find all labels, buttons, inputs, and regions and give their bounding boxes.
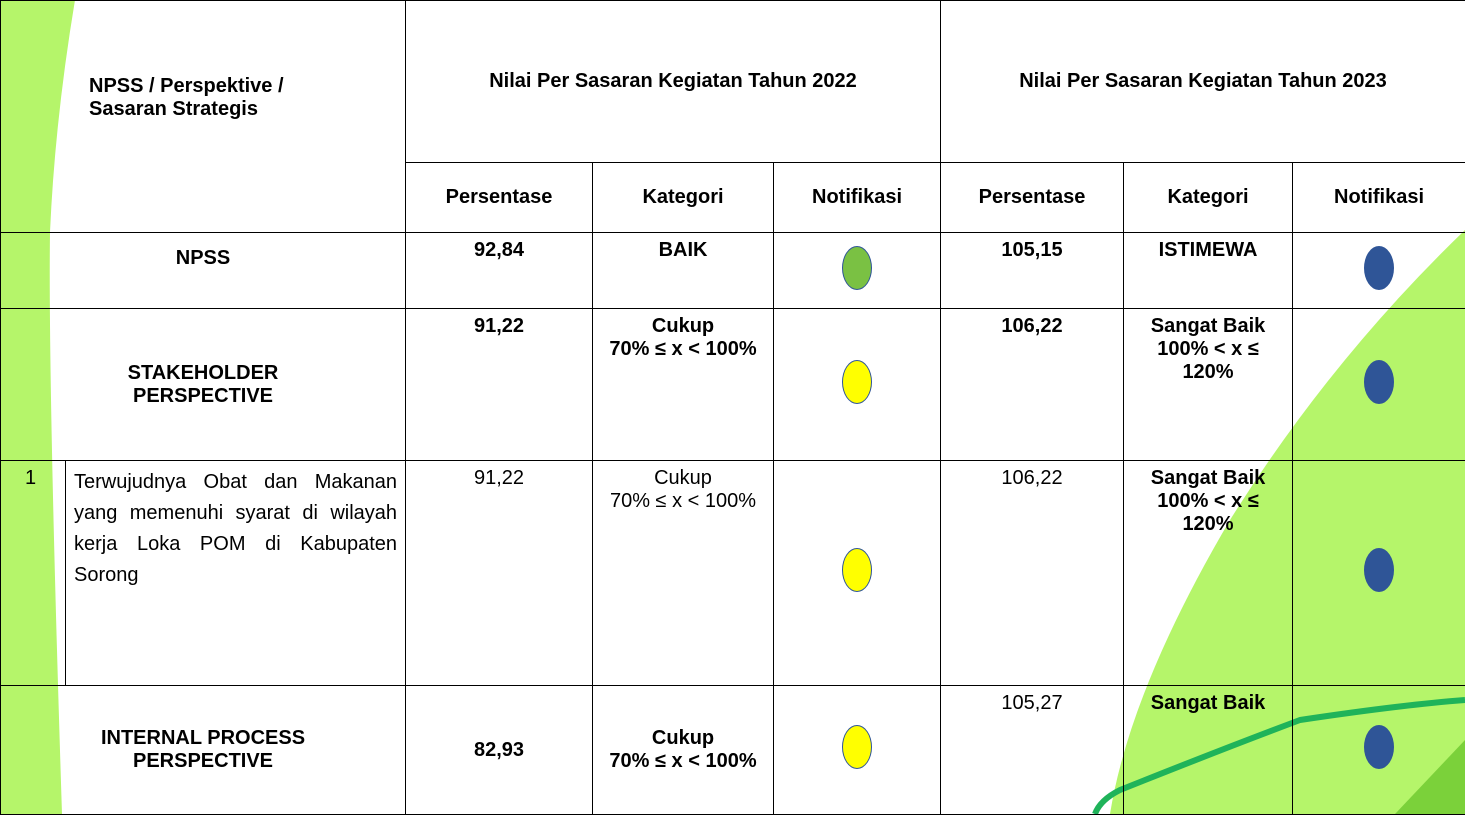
category-line: Sangat Baik <box>1132 315 1284 338</box>
subheader-cell: Persentase <box>941 163 1124 233</box>
category-line: Cukup <box>601 315 765 338</box>
percentage-cell: 91,22 <box>406 461 593 686</box>
notification-cell <box>1293 461 1465 686</box>
subheader-cell: Notifikasi <box>1293 163 1465 233</box>
notification-oval <box>842 725 872 769</box>
header-cell: Nilai Per Sasaran Kegiatan Tahun 2023 <box>941 1 1465 163</box>
row-label: NPSS <box>1 233 406 309</box>
notification-oval <box>842 246 872 290</box>
subheader-cell: Kategori <box>1124 163 1293 233</box>
notification-oval <box>1364 548 1394 592</box>
category-cell: ISTIMEWA <box>1124 233 1293 309</box>
percentage-cell: 92,84 <box>406 233 593 309</box>
category-line: ISTIMEWA <box>1132 239 1284 262</box>
subheader-cell: Kategori <box>593 163 774 233</box>
notification-oval <box>1364 725 1394 769</box>
category-line: BAIK <box>601 239 765 262</box>
percentage-cell: 106,22 <box>941 309 1124 461</box>
category-line: 100% < x ≤ 120% <box>1132 490 1284 536</box>
page: NPSS / Perspektive / Sasaran Strategis N… <box>0 0 1465 814</box>
category-line: 70% ≤ x < 100% <box>601 750 765 773</box>
percentage-cell: 82,93 <box>406 686 593 815</box>
row-label: Terwujudnya Obat dan Makanan yang memenu… <box>66 461 406 686</box>
notification-oval <box>842 360 872 404</box>
notification-oval <box>1364 246 1394 290</box>
subheader-cell: Persentase <box>406 163 593 233</box>
notification-cell <box>774 461 941 686</box>
notification-cell <box>1293 686 1465 815</box>
category-line: Sangat Baik <box>1132 467 1284 490</box>
percentage-cell: 105,15 <box>941 233 1124 309</box>
notification-cell <box>774 686 941 815</box>
category-line: 100% < x ≤ 120% <box>1132 338 1284 384</box>
category-line: Sangat Baik <box>1132 692 1284 715</box>
category-line: Cukup <box>601 727 765 750</box>
table: NPSS / Perspektive / Sasaran Strategis N… <box>0 0 1465 815</box>
header-cell: Nilai Per Sasaran Kegiatan Tahun 2022 <box>406 1 941 163</box>
notification-cell <box>774 309 941 461</box>
row-label: INTERNAL PROCESS PERSPECTIVE <box>1 686 406 815</box>
percentage-cell: 105,27 <box>941 686 1124 815</box>
row-label: STAKEHOLDER PERSPECTIVE <box>1 309 406 461</box>
notification-oval <box>842 548 872 592</box>
notification-cell <box>774 233 941 309</box>
category-line: 70% ≤ x < 100% <box>601 338 765 361</box>
category-line: Cukup <box>601 467 765 490</box>
subheader-cell: Notifikasi <box>774 163 941 233</box>
category-line: 70% ≤ x < 100% <box>601 490 765 513</box>
notification-cell <box>1293 309 1465 461</box>
percentage-cell: 106,22 <box>941 461 1124 686</box>
category-cell: Sangat Baik <box>1124 686 1293 815</box>
percentage-cell: 91,22 <box>406 309 593 461</box>
category-cell: BAIK <box>593 233 774 309</box>
header-cell: NPSS / Perspektive / Sasaran Strategis <box>1 1 406 233</box>
row-number: 1 <box>1 461 66 686</box>
notification-cell <box>1293 233 1465 309</box>
notification-oval <box>1364 360 1394 404</box>
